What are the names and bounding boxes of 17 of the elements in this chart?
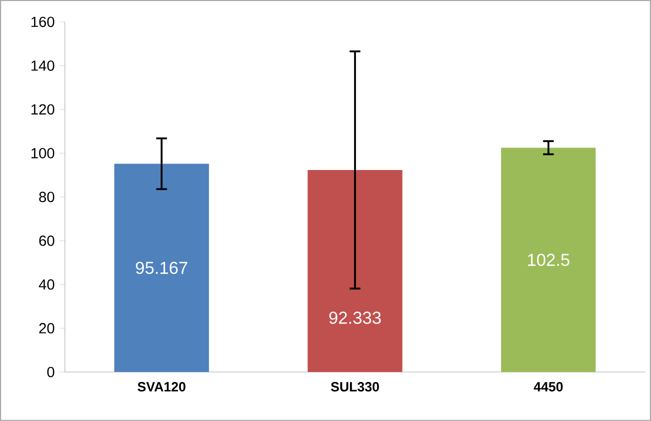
y-tick-label: 140 bbox=[31, 60, 54, 71]
y-tick-label: 160 bbox=[31, 16, 54, 28]
bar bbox=[501, 148, 596, 372]
y-tick-label: 0 bbox=[47, 366, 54, 378]
data-label: 102.5 bbox=[528, 254, 570, 266]
data-label: 95.167 bbox=[136, 262, 188, 274]
y-tick-label: 20 bbox=[39, 323, 54, 334]
y-tick-label: 100 bbox=[31, 148, 54, 158]
y-tick-label: 80 bbox=[39, 192, 54, 202]
x-tick-label: SUL330 bbox=[330, 382, 379, 392]
y-tick-label: 120 bbox=[31, 104, 54, 115]
y-tick-label: 40 bbox=[38, 279, 54, 290]
y-tick-label: 60 bbox=[39, 236, 54, 246]
bar bbox=[114, 164, 209, 372]
x-tick-label: SVA120 bbox=[138, 382, 186, 392]
data-label: 92.333 bbox=[329, 312, 381, 324]
x-tick-label: 4450 bbox=[534, 382, 563, 392]
